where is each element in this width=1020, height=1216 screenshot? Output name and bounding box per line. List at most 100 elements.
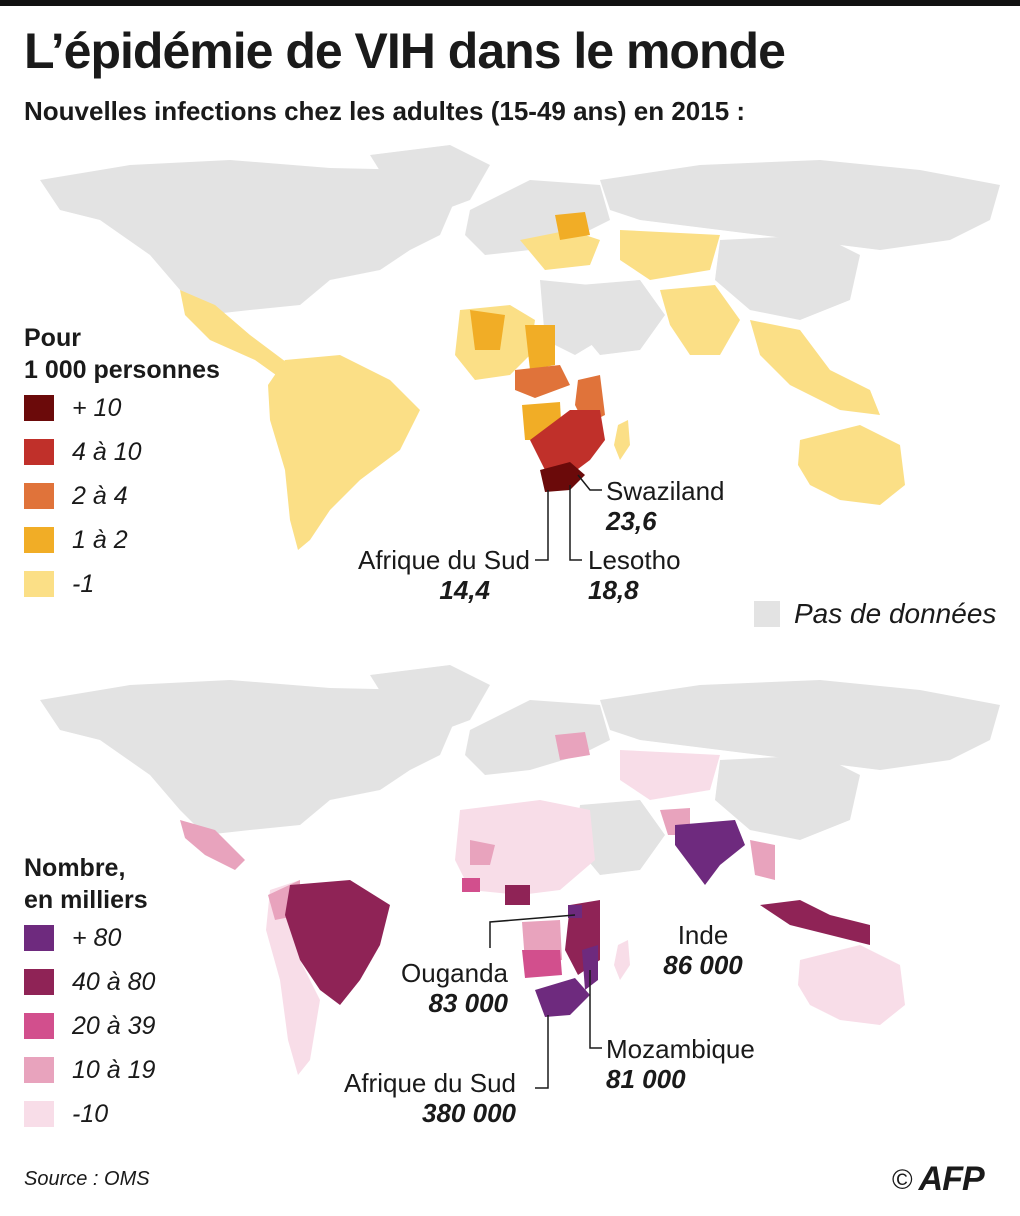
middle-east xyxy=(575,800,665,875)
southern-africa xyxy=(530,410,605,475)
legend-label: + 10 xyxy=(72,393,122,422)
no-data-swatch xyxy=(754,601,780,627)
legend-count-title-line2: en milliers xyxy=(24,886,148,914)
legend-rate: Pour 1 000 personnes + 10 4 à 10 2 à 4 1… xyxy=(24,322,220,606)
legend-swatch xyxy=(24,969,54,995)
south-africa xyxy=(535,978,590,1017)
china xyxy=(715,235,860,320)
legend-label: -10 xyxy=(72,1099,109,1128)
south-america xyxy=(268,355,420,550)
annotation-value: 86 000 xyxy=(663,950,743,980)
south-america-rest xyxy=(266,880,320,1075)
legend-rate-title-line2: 1 000 personnes xyxy=(24,356,220,384)
legend-count-item: 40 à 80 xyxy=(24,960,155,1004)
greenland xyxy=(370,665,490,735)
annotation-name: Swaziland xyxy=(606,476,725,506)
madagascar xyxy=(614,940,630,980)
copyright-symbol: © xyxy=(892,1163,913,1195)
south-africa xyxy=(540,462,585,492)
leader-lesotho xyxy=(569,485,582,561)
south-asia xyxy=(660,285,740,355)
nigeria xyxy=(505,885,530,905)
central-asia xyxy=(620,230,720,280)
annotation-name: Lesotho xyxy=(588,545,681,575)
mali xyxy=(470,840,495,865)
legend-label: + 80 xyxy=(72,923,122,952)
legend-count: Nombre, en milliers + 80 40 à 80 20 à 39… xyxy=(24,852,155,1136)
chad xyxy=(525,325,555,370)
russia-asia-north xyxy=(600,160,1000,250)
annotation-mozambique: Mozambique 81 000 xyxy=(606,1034,755,1094)
north-america xyxy=(40,160,455,315)
mexico xyxy=(180,820,245,870)
australia xyxy=(798,425,905,505)
legend-count-item: -10 xyxy=(24,1092,155,1136)
annotation-value: 23,6 xyxy=(606,506,657,536)
annotation-value: 83 000 xyxy=(428,988,508,1018)
legend-label: 4 à 10 xyxy=(72,437,142,466)
world-map-count xyxy=(40,665,1000,1089)
legend-label: 40 à 80 xyxy=(72,967,156,996)
mexico-central-america xyxy=(180,290,310,385)
annotation-swaziland: Swaziland 23,6 xyxy=(606,476,725,536)
annotation-lesotho: Lesotho 18,8 xyxy=(588,545,681,605)
legend-rate-title-line1: Pour xyxy=(24,324,81,352)
legend-label: -1 xyxy=(72,569,95,598)
legend-count-item: + 80 xyxy=(24,916,155,960)
china xyxy=(715,755,860,840)
thailand-myanmar xyxy=(750,840,775,880)
top-rule xyxy=(0,0,1020,6)
africa-north-west xyxy=(455,800,595,895)
legend-count-item: 10 à 19 xyxy=(24,1048,155,1092)
greenland xyxy=(370,145,490,215)
leader-afrique-du-sud xyxy=(535,490,549,561)
legend-swatch xyxy=(24,395,54,421)
legend-count-title-line1: Nombre, xyxy=(24,854,126,882)
india xyxy=(675,820,745,885)
legend-rate-item: 1 à 2 xyxy=(24,518,220,562)
brazil xyxy=(285,880,390,1005)
annotation-value: 14,4 xyxy=(439,575,490,605)
leader-ouganda xyxy=(489,914,576,948)
legend-swatch xyxy=(24,1101,54,1127)
annotation-inde: Inde 86 000 xyxy=(658,920,748,980)
north-america xyxy=(40,680,455,835)
legend-label: 20 à 39 xyxy=(72,1011,156,1040)
mali-niger xyxy=(470,310,505,350)
europe-north xyxy=(465,700,610,775)
legend-label: 2 à 4 xyxy=(72,481,128,510)
ivory-coast xyxy=(462,878,480,892)
annotation-name: Ouganda xyxy=(401,958,508,988)
mozambique xyxy=(582,945,598,990)
afp-logo: AFP xyxy=(918,1160,985,1198)
world-map-rate xyxy=(40,145,1000,561)
annotation-ouganda: Ouganda 83 000 xyxy=(388,958,508,1018)
legend-rate-item: 2 à 4 xyxy=(24,474,220,518)
page-title: L’épidémie de VIH dans le monde xyxy=(24,23,786,79)
zambia-drc xyxy=(522,950,562,978)
annotation-afrique-du-sud-rate: Afrique du Sud 14,4 xyxy=(322,545,530,605)
annotation-value: 18,8 xyxy=(588,575,639,605)
no-data-label: Pas de données xyxy=(794,598,997,629)
annotation-value: 81 000 xyxy=(606,1064,686,1094)
annotation-name: Mozambique xyxy=(606,1034,755,1064)
madagascar xyxy=(614,420,630,460)
annotation-value: 380 000 xyxy=(422,1098,516,1128)
legend-count-item: 20 à 39 xyxy=(24,1004,155,1048)
legend-rate-item: 4 à 10 xyxy=(24,430,220,474)
leader-afrique-du-sud xyxy=(535,1015,549,1089)
legend-swatch xyxy=(24,483,54,509)
legend-label: 10 à 19 xyxy=(72,1055,156,1084)
russia-asia-north xyxy=(600,680,1000,770)
east-europe xyxy=(520,230,600,270)
annotation-name: Afrique du Sud xyxy=(343,1068,516,1098)
indonesia xyxy=(760,900,870,945)
legend-rate-item: -1 xyxy=(24,562,220,606)
central-asia xyxy=(620,750,720,800)
leader-mozambique xyxy=(589,970,602,1049)
legend-swatch xyxy=(24,571,54,597)
annotation-name: Afrique du Sud xyxy=(357,545,530,575)
legend-rate-item: + 10 xyxy=(24,386,220,430)
central-africa-orange xyxy=(515,365,570,398)
page-subtitle: Nouvelles infections chez les adultes (1… xyxy=(24,96,746,126)
